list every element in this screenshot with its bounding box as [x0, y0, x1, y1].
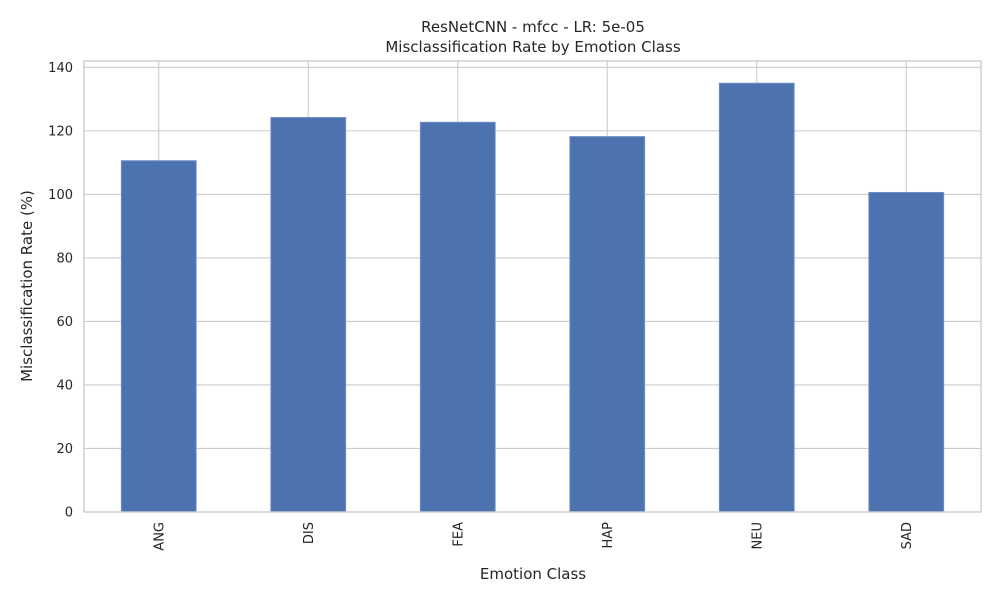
y-tick-label: 80: [56, 251, 73, 266]
bar-dis: [270, 117, 347, 513]
bar-hap: [569, 136, 646, 513]
y-tick-label: 120: [48, 124, 73, 139]
x-tick-label-fea: FEA: [451, 522, 466, 547]
x-axis-label: Emotion Class: [480, 565, 586, 583]
plot-frame: [83, 60, 982, 513]
x-tick-label-hap: HAP: [601, 522, 616, 549]
bar-ang: [120, 160, 197, 513]
bar-neu: [718, 82, 795, 513]
y-tick-label: 40: [56, 378, 73, 393]
y-tick-label: 0: [65, 506, 73, 521]
x-tick-label-neu: NEU: [750, 522, 765, 549]
grid-lines: [84, 61, 981, 513]
y-tick-label: 20: [56, 442, 73, 457]
y-tick-label: 100: [48, 188, 73, 203]
y-tick-label: 60: [56, 315, 73, 330]
chart-title: ResNetCNN - mfcc - LR: 5e-05: [421, 18, 645, 36]
x-tick-label-sad: SAD: [900, 522, 915, 549]
x-tick-label-dis: DIS: [302, 522, 317, 544]
bar-fea: [419, 121, 496, 513]
x-tick-label-ang: ANG: [152, 522, 167, 551]
bars: [120, 82, 945, 513]
x-tick-labels: ANG DIS FEA HAP NEU SAD: [152, 522, 915, 551]
bar-sad: [868, 191, 945, 513]
y-tick-label: 140: [48, 61, 73, 76]
y-tick-labels: 0 20 40 60 80 100 120 140: [48, 61, 73, 521]
y-axis-label: Misclassification Rate (%): [18, 190, 36, 382]
chart-subtitle: Misclassification Rate by Emotion Class: [385, 38, 680, 56]
